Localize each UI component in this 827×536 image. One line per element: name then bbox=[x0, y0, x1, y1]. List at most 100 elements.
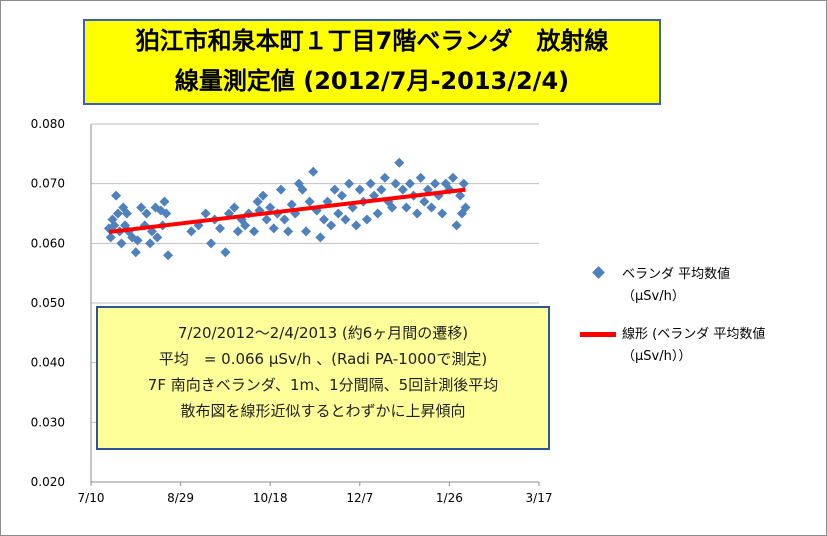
y-tick-label: 0.080 bbox=[31, 117, 65, 131]
y-tick-label: 0.060 bbox=[31, 236, 65, 250]
legend-entry-trend: 線形 (ベランダ 平均数値 （µSv/h）） bbox=[580, 324, 820, 384]
legend: ベランダ 平均数値 （µSv/h） 線形 (ベランダ 平均数値 （µSv/h）） bbox=[580, 264, 820, 384]
x-tick-label: 3/17 bbox=[526, 491, 553, 505]
data-point bbox=[232, 226, 243, 237]
data-point bbox=[412, 208, 423, 219]
data-point bbox=[105, 232, 116, 243]
data-point bbox=[458, 178, 469, 189]
data-point bbox=[163, 250, 174, 261]
data-point bbox=[240, 220, 251, 231]
data-point bbox=[265, 202, 276, 213]
y-tick-label: 0.020 bbox=[31, 475, 65, 489]
y-tick-label: 0.050 bbox=[31, 296, 65, 310]
data-point bbox=[308, 166, 319, 177]
x-tick-label: 1/26 bbox=[436, 491, 463, 505]
data-point bbox=[252, 196, 263, 207]
data-point bbox=[451, 220, 462, 231]
y-tick-labels: 0.020 0.030 0.040 0.050 0.060 0.070 0.080 bbox=[31, 117, 65, 489]
data-point bbox=[145, 238, 156, 249]
data-point bbox=[455, 190, 466, 201]
data-point bbox=[351, 220, 362, 231]
data-point bbox=[447, 172, 458, 183]
data-point bbox=[130, 247, 141, 258]
data-point bbox=[333, 208, 344, 219]
annotation-box: 7/20/2012～2/4/2013 (約6ヶ月間の遷移) 平均 = 0.066… bbox=[96, 306, 550, 450]
data-point bbox=[394, 157, 405, 168]
data-point bbox=[379, 172, 390, 183]
data-point bbox=[460, 202, 471, 213]
x-tick-labels: 7/10 8/29 10/18 12/7 1/26 3/17 bbox=[78, 482, 553, 505]
data-point bbox=[112, 208, 123, 219]
legend-scatter-label-2: （µSv/h） bbox=[622, 289, 685, 304]
data-point bbox=[336, 190, 347, 201]
data-point bbox=[186, 226, 197, 237]
legend-scatter-label-1: ベランダ 平均数値 bbox=[622, 267, 731, 282]
chart-title-line-1: 狛江市和泉本町１丁目7階ベランダ 放射線 bbox=[135, 27, 609, 55]
data-point bbox=[430, 178, 441, 189]
data-point bbox=[279, 214, 290, 225]
data-point bbox=[304, 196, 315, 207]
x-tick-label: 7/10 bbox=[78, 491, 105, 505]
data-point bbox=[419, 196, 430, 207]
data-point bbox=[369, 190, 380, 201]
data-point bbox=[297, 184, 308, 195]
data-point bbox=[121, 208, 132, 219]
data-point bbox=[229, 202, 240, 213]
data-point bbox=[161, 208, 172, 219]
data-point bbox=[200, 208, 211, 219]
annotation-line-1: 7/20/2012～2/4/2013 (約6ヶ月間の遷移) bbox=[177, 324, 469, 342]
data-point bbox=[404, 178, 415, 189]
data-point bbox=[365, 178, 376, 189]
data-point bbox=[261, 214, 272, 225]
data-point bbox=[283, 226, 294, 237]
trend-line bbox=[108, 187, 466, 234]
data-point bbox=[159, 196, 170, 207]
legend-trend-label-2: （µSv/h）） bbox=[622, 349, 692, 364]
data-point bbox=[132, 235, 143, 246]
y-tick-label: 0.040 bbox=[31, 356, 65, 370]
x-tick-label: 10/18 bbox=[253, 491, 288, 505]
data-point bbox=[206, 238, 217, 249]
data-point bbox=[340, 214, 351, 225]
data-point bbox=[111, 190, 122, 201]
legend-entry-scatter: ベランダ 平均数値 （µSv/h） bbox=[580, 264, 820, 324]
data-point bbox=[136, 202, 147, 213]
data-point bbox=[372, 208, 383, 219]
data-point bbox=[344, 178, 355, 189]
data-point bbox=[361, 214, 372, 225]
data-point bbox=[116, 238, 127, 249]
x-tick-label: 12/7 bbox=[346, 491, 373, 505]
data-point bbox=[415, 172, 426, 183]
data-point bbox=[401, 202, 412, 213]
annotation-line-2: 平均 = 0.066 µSv/h 、(Radi PA-1000で測定) bbox=[158, 350, 488, 368]
data-point bbox=[109, 220, 120, 231]
annotation-line-3: 7F 南向きベランダ、1m、1分間隔、5回計測後平均 bbox=[147, 376, 499, 394]
data-point bbox=[141, 208, 152, 219]
data-point bbox=[376, 184, 387, 195]
data-point bbox=[275, 184, 286, 195]
data-point bbox=[437, 208, 448, 219]
y-tick-label: 0.030 bbox=[31, 415, 65, 429]
diamond-marker-icon bbox=[592, 266, 605, 279]
data-point bbox=[268, 223, 279, 234]
data-point bbox=[286, 199, 297, 210]
data-point bbox=[249, 226, 260, 237]
data-point bbox=[220, 247, 231, 258]
data-point bbox=[258, 190, 269, 201]
data-point bbox=[426, 202, 437, 213]
data-point bbox=[326, 220, 337, 231]
x-tick-label: 8/29 bbox=[167, 491, 194, 505]
data-point bbox=[120, 220, 131, 231]
annotation-line-4: 散布図を線形近似するとわずかに上昇傾向 bbox=[180, 402, 466, 420]
data-point bbox=[329, 184, 340, 195]
data-point bbox=[354, 184, 365, 195]
red-line-marker-icon bbox=[580, 332, 616, 337]
data-points bbox=[103, 157, 471, 261]
data-point bbox=[301, 226, 312, 237]
legend-trend-label-1: 線形 (ベランダ 平均数値 bbox=[622, 327, 766, 342]
data-point bbox=[152, 232, 163, 243]
data-point bbox=[215, 223, 226, 234]
data-point bbox=[397, 184, 408, 195]
linear-trendline bbox=[108, 187, 466, 234]
